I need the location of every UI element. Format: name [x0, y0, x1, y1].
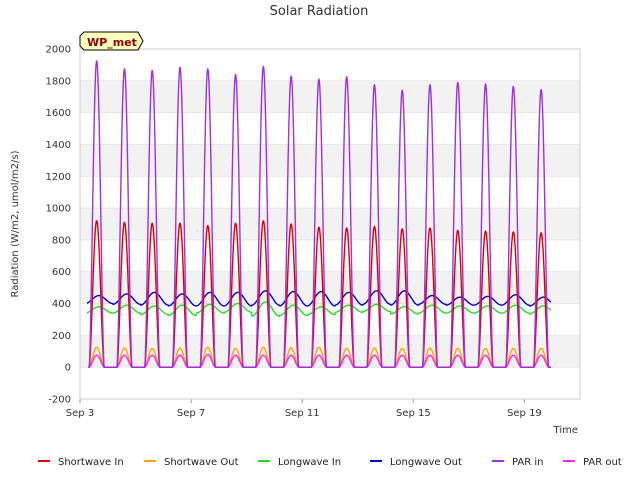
y-tick-label: 400 [52, 299, 71, 310]
legend-item-par-in: PAR in [492, 457, 543, 468]
plot-background [80, 48, 580, 400]
y-tick-label: 800 [52, 235, 71, 246]
legend: Shortwave In Shortwave Out Longwave In Long… [38, 457, 622, 468]
legend-label: Shortwave Out [164, 457, 239, 468]
series-line-longwave-in [86, 301, 552, 317]
legend-item-longwave-in: Longwave In [258, 457, 341, 468]
y-tick-label: 1400 [46, 140, 71, 151]
y-tick-label: 1000 [46, 204, 71, 215]
legend-item-shortwave-out: Shortwave Out [144, 457, 239, 468]
legend-label: PAR in [512, 457, 543, 468]
y-tick-label: 1200 [46, 172, 71, 183]
y-tick-label: 0 [65, 363, 71, 374]
station-label-box: WP_met [79, 31, 144, 51]
legend-item-par-out: PAR out [563, 457, 622, 468]
x-axis-title: Time [553, 425, 578, 436]
y-axis-title: Radiation (W/m2, umol/m2/s) [10, 150, 21, 297]
grid-band [80, 144, 580, 177]
legend-label: PAR out [583, 457, 622, 468]
grid-band [80, 271, 580, 304]
grid-band [80, 367, 580, 399]
y-axis-ticks: -200 0 200 400 600 800 1000 1200 1400 1600 1800 200… [46, 45, 71, 406]
legend-item-shortwave-in: Shortwave In [38, 457, 124, 468]
series-line-longwave-out [86, 290, 552, 307]
series-lines [86, 60, 552, 368]
x-tick-label: Sep 3 [66, 408, 94, 419]
grid-band [80, 80, 580, 113]
legend-label: Longwave In [278, 457, 341, 468]
x-tick-label: Sep 19 [507, 408, 542, 419]
x-axis-ticks: Sep 3 Sep 7 Sep 11 Sep 15 Sep 19 [66, 399, 542, 419]
grid-band [80, 176, 580, 209]
grid-band [80, 208, 580, 240]
y-tick-label: 2000 [46, 45, 71, 56]
x-tick-label: Sep 15 [396, 408, 431, 419]
grid-band [80, 49, 580, 81]
station-label: WP_met [87, 36, 137, 49]
x-tick-label: Sep 11 [285, 408, 320, 419]
legend-item-longwave-out: Longwave Out [370, 457, 462, 468]
legend-label: Longwave Out [390, 457, 462, 468]
plot-frame [79, 48, 581, 400]
y-tick-label: -200 [48, 395, 71, 406]
y-tick-label: 1600 [46, 108, 71, 119]
x-tick-label: Sep 7 [177, 408, 205, 419]
series-line-par-in [87, 60, 552, 368]
y-tick-label: 1800 [46, 76, 71, 87]
grid-band [80, 239, 580, 272]
grid-band [80, 112, 580, 145]
legend-label: Shortwave In [58, 457, 124, 468]
y-tick-label: 200 [52, 331, 71, 342]
grid-band [80, 303, 580, 336]
chart-title: Solar Radiation [270, 4, 369, 19]
y-tick-label: 600 [52, 267, 71, 278]
grid-band [80, 335, 580, 368]
